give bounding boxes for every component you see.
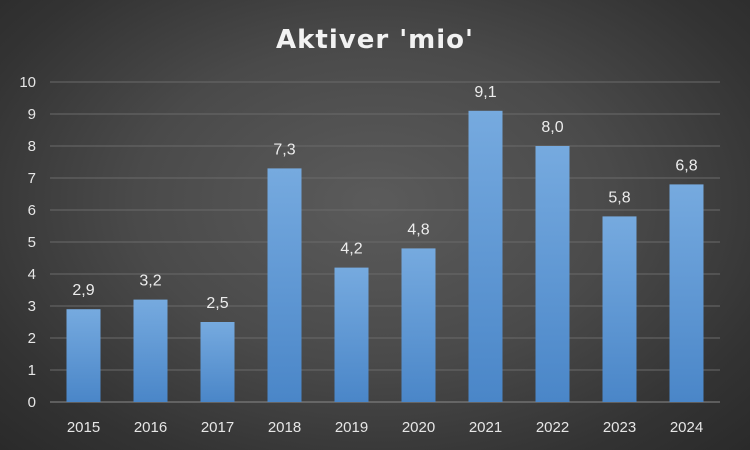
bar-2024 bbox=[669, 184, 704, 402]
x-tick-label-2015: 2015 bbox=[67, 419, 100, 436]
data-label-2023: 5,8 bbox=[608, 189, 630, 206]
x-tick-label-2017: 2017 bbox=[201, 419, 234, 436]
data-label-2016: 3,2 bbox=[139, 273, 161, 290]
data-label-2022: 8,0 bbox=[541, 119, 563, 136]
y-tick-label: 4 bbox=[28, 266, 36, 283]
bar-2021 bbox=[468, 110, 503, 403]
x-tick-label-2019: 2019 bbox=[335, 419, 368, 436]
x-tick-label-2020: 2020 bbox=[402, 419, 435, 436]
x-tick-label-2016: 2016 bbox=[134, 419, 167, 436]
y-tick-label: 6 bbox=[28, 202, 36, 219]
bar-2016 bbox=[133, 299, 168, 402]
bar-2020 bbox=[401, 248, 436, 402]
bar-2018 bbox=[267, 168, 302, 402]
data-label-2024: 6,8 bbox=[675, 157, 697, 174]
y-tick-label: 9 bbox=[28, 106, 36, 123]
data-label-2020: 4,8 bbox=[407, 221, 429, 238]
data-labels: 2,9 3,2 2,5 7,3 4,2 4,8 9,1 8,0 5,8 6,8 bbox=[72, 84, 697, 312]
bar-2015 bbox=[66, 309, 101, 402]
y-tick-label: 10 bbox=[19, 74, 36, 91]
y-tick-label: 3 bbox=[28, 298, 36, 315]
bars bbox=[66, 110, 704, 403]
bar-2019 bbox=[334, 267, 369, 402]
x-tick-label-2022: 2022 bbox=[536, 419, 569, 436]
chart-title: Aktiver 'mio' bbox=[276, 25, 474, 55]
data-label-2015: 2,9 bbox=[72, 282, 94, 299]
y-tick-label: 2 bbox=[28, 330, 36, 347]
data-label-2019: 4,2 bbox=[340, 241, 362, 258]
y-tick-label: 0 bbox=[28, 394, 36, 411]
x-axis-ticks: 2015 2016 2017 2018 2019 2020 2021 2022 2023 2024 bbox=[67, 419, 703, 436]
bar-2022 bbox=[535, 146, 570, 402]
y-tick-label: 5 bbox=[28, 234, 36, 251]
x-tick-label-2023: 2023 bbox=[603, 419, 636, 436]
bar-2023 bbox=[602, 216, 637, 402]
x-tick-label-2021: 2021 bbox=[469, 419, 502, 436]
y-axis-ticks: 0 1 2 3 4 5 6 7 8 9 10 bbox=[19, 74, 36, 411]
data-label-2017: 2,5 bbox=[206, 295, 228, 312]
y-tick-label: 1 bbox=[28, 362, 36, 379]
bar-2017 bbox=[200, 322, 235, 402]
y-tick-label: 7 bbox=[28, 170, 36, 187]
y-tick-label: 8 bbox=[28, 138, 36, 155]
data-label-2018: 7,3 bbox=[273, 141, 295, 158]
data-label-2021: 9,1 bbox=[474, 84, 496, 101]
x-tick-label-2024: 2024 bbox=[670, 419, 703, 436]
x-tick-label-2018: 2018 bbox=[268, 419, 301, 436]
